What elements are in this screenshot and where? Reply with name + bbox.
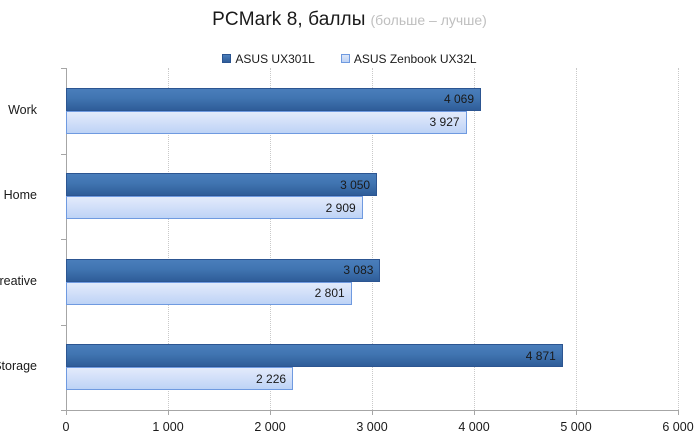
x-axis-tick — [474, 410, 475, 415]
category-label-home: Home — [3, 188, 37, 203]
bar-work-series-1: 3 927 — [66, 110, 467, 134]
y-axis-tick — [61, 153, 66, 155]
legend-label-series-1: ASUS Zenbook UX32L — [353, 51, 477, 66]
bar-value-label: 2 909 — [325, 200, 356, 215]
chart-title-main: PCMark 8, баллы — [212, 9, 366, 30]
bar-value-label: 3 050 — [340, 177, 371, 192]
bar-value-label: 3 927 — [429, 115, 460, 130]
chart-legend: ASUS UX301L ASUS Zenbook UX32L — [0, 51, 699, 66]
x-axis-tick-label: 3 000 — [356, 420, 388, 434]
gridline-6000 — [678, 68, 679, 410]
bar-storage-series-1: 2 226 — [66, 367, 294, 391]
x-axis-tick — [168, 410, 169, 415]
x-axis-tick-label: 6 000 — [662, 420, 694, 434]
gridline-1000 — [168, 68, 169, 410]
bar-work-series-0: 4 069 — [66, 87, 482, 111]
category-label-work: Work — [8, 102, 37, 117]
y-axis-tick — [61, 239, 66, 240]
plot-canvas: 0 1 000 2 000 3 000 4 000 5 000 6 000 4 069 3 92… — [0, 68, 694, 434]
chart-title-subtitle: (больше – лучше) — [370, 12, 487, 28]
y-axis-line — [66, 68, 67, 410]
bar-creative-series-1: 2 801 — [66, 281, 352, 305]
gridline-4000 — [474, 68, 475, 410]
chart-title: PCMark 8, баллы (больше – лучше) — [0, 9, 699, 31]
x-axis-tick — [66, 410, 67, 415]
bar-storage-series-0: 4 871 — [66, 344, 563, 368]
bar-home-series-1: 2 909 — [66, 196, 363, 220]
y-axis-tick — [61, 68, 66, 69]
legend-item-series-0[interactable]: ASUS UX301L — [222, 51, 315, 66]
x-axis-tick-label: 1 000 — [152, 420, 184, 434]
legend-item-series-1[interactable]: ASUS Zenbook UX32L — [340, 51, 477, 66]
category-label-creative: Creative — [0, 273, 37, 288]
legend-swatch-icon-series-0 — [222, 54, 232, 63]
bar-creative-series-0: 3 083 — [66, 258, 381, 282]
plot-area: 0 1 000 2 000 3 000 4 000 5 000 6 000 4 069 3 92… — [0, 68, 694, 434]
bar-value-label: 2 226 — [256, 371, 287, 386]
x-axis-tick-label: 5 000 — [560, 420, 592, 434]
bar-value-label: 4 871 — [525, 348, 556, 363]
bar-value-label: 2 801 — [314, 286, 345, 301]
gridline-2000 — [270, 68, 271, 410]
x-axis-tick — [678, 410, 679, 415]
x-axis-tick-label: 0 — [62, 420, 70, 434]
y-axis-tick — [61, 324, 66, 326]
legend-label-series-0: ASUS UX301L — [235, 51, 315, 66]
bar-value-label: 3 083 — [343, 263, 374, 278]
y-axis-tick — [61, 410, 66, 411]
bar-value-label: 4 069 — [444, 92, 475, 107]
x-axis-tick — [576, 410, 577, 415]
x-axis-tick-label: 2 000 — [254, 420, 286, 434]
category-label-storage: Storage — [0, 359, 37, 374]
x-axis-tick — [270, 410, 271, 415]
x-axis-tick-label: 4 000 — [458, 420, 490, 434]
x-axis-tick — [372, 410, 373, 415]
bar-home-series-0: 3 050 — [66, 173, 378, 197]
gridline-5000 — [576, 68, 577, 410]
gridline-3000 — [372, 68, 373, 410]
legend-swatch-icon-series-1 — [340, 54, 350, 63]
